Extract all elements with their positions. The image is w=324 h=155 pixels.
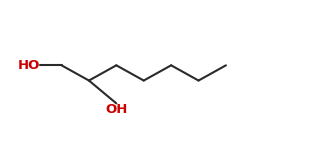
Text: HO: HO <box>18 59 40 72</box>
Text: OH: OH <box>105 103 128 116</box>
